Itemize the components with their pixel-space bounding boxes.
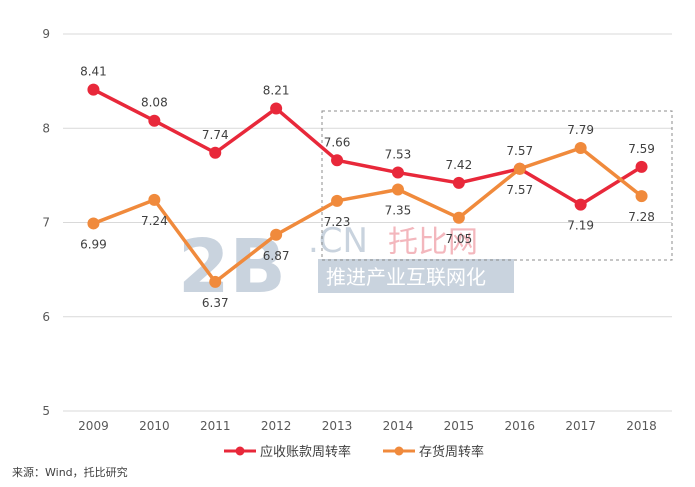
gridlines: [63, 33, 672, 412]
data-point: [635, 190, 648, 203]
data-point: [209, 146, 222, 159]
data-point: [148, 193, 161, 206]
legend-label-receivables: 应收账款周转率: [260, 444, 351, 460]
y-tick-label: 6: [42, 310, 50, 324]
data-point: [209, 275, 222, 288]
data-point: [574, 198, 587, 211]
legend-label-inventory: 存货周转率: [419, 444, 484, 460]
data-label: 6.99: [80, 237, 107, 251]
x-axis-ticks: 2009 2010 2011 2012 2013 2014 2015 2016 2017 2018: [78, 419, 657, 433]
y-tick-label: 8: [42, 121, 50, 135]
watermark-cn: .CN: [308, 221, 368, 261]
series-lines: [87, 83, 648, 288]
series-line-1: [92, 146, 643, 284]
y-tick-label: 7: [42, 216, 50, 230]
data-labels: 8.41 8.08 7.74 8.21 7.66 7.53 7.42 7.57 7.19 7.59…: [80, 65, 655, 310]
watermark-banner: [318, 259, 514, 293]
x-tick-label: 2011: [200, 419, 231, 433]
data-label: 7.24: [141, 214, 168, 228]
data-point: [148, 114, 161, 127]
data-point: [331, 154, 344, 167]
data-point: [270, 228, 283, 241]
x-tick-label: 2009: [78, 419, 109, 433]
watermark: 2B .CN 托比网 推进产业互联网化: [178, 221, 514, 310]
data-label: 7.53: [385, 148, 412, 162]
source-note: 来源：Wind，托比研究: [12, 466, 128, 479]
watermark-brand: 托比网: [388, 225, 478, 260]
data-point: [452, 176, 465, 189]
data-label: 7.28: [628, 210, 655, 224]
data-label: 7.19: [567, 219, 594, 233]
data-label: 8.08: [141, 96, 168, 110]
series-line-0: [92, 88, 643, 207]
data-label: 7.66: [324, 135, 351, 149]
data-label: 7.74: [202, 128, 229, 142]
x-tick-label: 2016: [504, 419, 535, 433]
data-label: 7.23: [324, 215, 351, 229]
watermark-slogan: 推进产业互联网化: [326, 265, 486, 289]
data-point: [635, 160, 648, 173]
data-label: 7.79: [567, 123, 594, 137]
data-label: 7.35: [385, 204, 412, 218]
x-tick-label: 2015: [444, 419, 475, 433]
data-point: [87, 217, 100, 230]
legend-marker-receivables: [235, 446, 245, 456]
data-label: 6.87: [263, 249, 290, 263]
x-tick-label: 2014: [383, 419, 414, 433]
x-tick-label: 2013: [322, 419, 353, 433]
data-point: [391, 166, 404, 179]
legend-marker-inventory: [394, 446, 404, 456]
data-point: [270, 102, 283, 115]
y-tick-label: 5: [42, 404, 50, 418]
data-label: 7.57: [506, 183, 533, 197]
data-label: 8.41: [80, 65, 107, 79]
x-tick-label: 2010: [139, 419, 170, 433]
data-point: [331, 194, 344, 207]
legend: 应收账款周转率 存货周转率: [224, 444, 484, 460]
y-tick-label: 9: [42, 27, 50, 41]
data-point: [87, 83, 100, 96]
data-label: 7.57: [506, 144, 533, 158]
x-tick-label: 2012: [261, 419, 292, 433]
y-axis-ticks: 5 6 7 8 9: [42, 27, 50, 418]
data-point: [391, 183, 404, 196]
highlight-box: [321, 110, 673, 261]
data-label: 7.59: [628, 142, 655, 156]
data-point: [574, 142, 587, 155]
data-label: 7.05: [445, 232, 472, 246]
data-point: [452, 211, 465, 224]
data-label: 7.42: [445, 158, 472, 172]
x-tick-label: 2017: [565, 419, 596, 433]
data-label: 6.37: [202, 296, 229, 310]
data-point: [513, 162, 526, 175]
x-tick-label: 2018: [626, 419, 657, 433]
data-label: 8.21: [263, 83, 290, 97]
